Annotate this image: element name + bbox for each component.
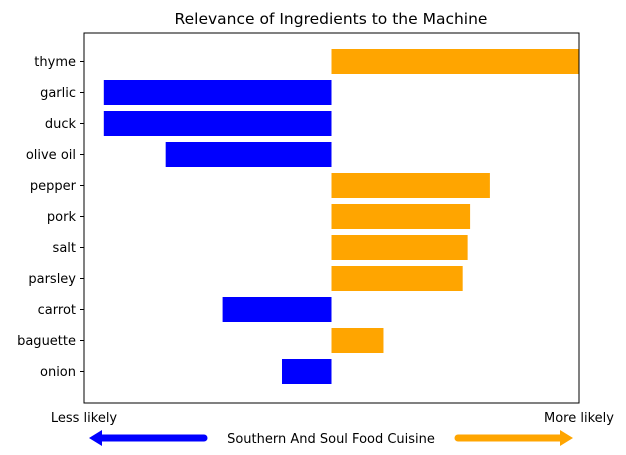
less-likely-arrow-icon: [89, 430, 208, 446]
bar-garlic: [103, 80, 332, 105]
bar-pepper: [331, 173, 490, 198]
bar-carrot: [222, 297, 332, 322]
y-tick-label: carrot: [38, 303, 76, 318]
bar-pork: [331, 204, 471, 229]
legend-label: Southern And Soul Food Cuisine: [227, 432, 435, 447]
y-tick-label: olive oil: [26, 148, 76, 163]
y-tick-label: pork: [47, 210, 77, 225]
bar-thyme: [331, 49, 579, 74]
bar-duck: [103, 111, 332, 136]
bar-parsley: [331, 266, 463, 291]
bar-onion: [282, 359, 332, 384]
y-tick-label: parsley: [28, 272, 76, 287]
y-tick-label: pepper: [30, 179, 77, 194]
y-tick-label: garlic: [40, 86, 76, 101]
y-tick-label: baguette: [17, 334, 76, 349]
x-left-label: Less likely: [51, 411, 118, 426]
y-tick-label: salt: [53, 241, 76, 256]
y-tick-label: onion: [40, 365, 76, 380]
bar-olive-oil: [165, 142, 332, 167]
plot-frame: [83, 32, 580, 404]
chart-title: Relevance of Ingredients to the Machine: [175, 10, 488, 28]
more-likely-arrow-icon: [454, 430, 573, 446]
y-tick-label: duck: [45, 117, 77, 132]
x-right-label: More likely: [544, 411, 614, 426]
bar-salt: [331, 235, 468, 260]
bar-baguette: [331, 328, 384, 353]
y-axis-ticks: thyme garlic duck olive oil pepper pork salt pa…: [17, 55, 84, 380]
bars-layer: [103, 49, 579, 384]
y-tick-label: thyme: [34, 55, 76, 70]
